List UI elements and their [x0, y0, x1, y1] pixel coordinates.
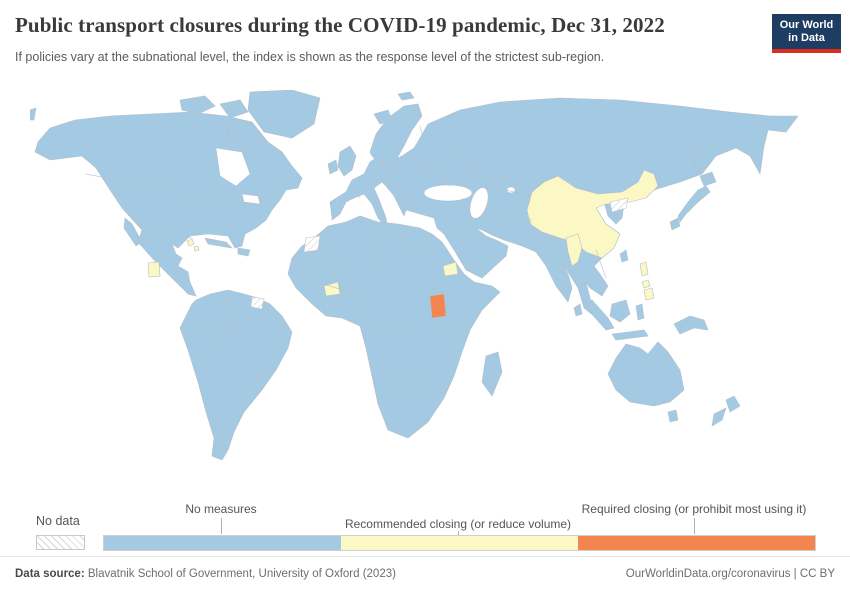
country-western-sahara[interactable]	[303, 235, 321, 253]
legend-label-no-measures: No measures	[185, 502, 257, 516]
country-ireland[interactable]	[327, 159, 339, 175]
arctic-island[interactable]	[179, 95, 216, 115]
country-suriname[interactable]	[250, 296, 265, 310]
legend-no-data-label: No data	[36, 514, 80, 528]
country-south-america[interactable]	[179, 289, 293, 461]
country-sulawesi[interactable]	[635, 303, 645, 321]
country-myanmar[interactable]	[565, 233, 583, 267]
country-philippines-luzon[interactable]	[639, 261, 649, 277]
country-new-guinea[interactable]	[673, 315, 709, 335]
legend-label-recommended: Recommended closing (or reduce volume)	[344, 517, 572, 531]
country-hispaniola[interactable]	[237, 247, 251, 257]
hudson-bay	[215, 147, 251, 187]
country-philippines-visayas[interactable]	[641, 279, 651, 289]
country-philippines-mindanao[interactable]	[643, 287, 655, 301]
owid-logo-line2: in Data	[788, 31, 825, 44]
data-source-text: Data source: Blavatnik School of Governm…	[15, 568, 396, 580]
country-sakhalin[interactable]	[693, 147, 703, 173]
footer: Data source: Blavatnik School of Governm…	[0, 556, 850, 601]
chukotka-sliver[interactable]	[29, 107, 37, 121]
legend-no-data-swatch[interactable]	[36, 535, 85, 550]
black-sea	[423, 184, 473, 202]
legend-swatch-required[interactable]	[578, 536, 815, 550]
country-japan-kyushu[interactable]	[669, 217, 681, 231]
baja-california[interactable]	[123, 217, 143, 247]
country-tasmania[interactable]	[667, 409, 679, 423]
owid-logo[interactable]: Our World in Data	[772, 14, 841, 53]
country-baffin-island[interactable]	[227, 121, 266, 147]
country-japan-honshu[interactable]	[677, 185, 711, 223]
page-title: Public transport closures during the COV…	[15, 13, 665, 37]
country-taiwan[interactable]	[619, 249, 629, 263]
legend-swatch-recommended[interactable]	[341, 536, 578, 550]
country-greenland[interactable]	[247, 89, 321, 139]
legend-tick	[458, 531, 459, 535]
legend-colorbar	[103, 535, 816, 551]
country-iceland[interactable]	[373, 109, 393, 125]
country-borders	[85, 125, 607, 455]
country-bahamas[interactable]	[193, 245, 200, 252]
legend-tick	[694, 518, 695, 534]
country-japan-hokkaido[interactable]	[699, 171, 717, 187]
svalbard[interactable]	[397, 91, 415, 101]
legend-label-required: Required closing (or prohibit most using…	[581, 502, 807, 516]
country-australia[interactable]	[607, 341, 685, 407]
country-new-zealand-south[interactable]	[711, 407, 727, 427]
country-eritrea[interactable]	[442, 261, 459, 277]
caspian-sea	[469, 187, 489, 219]
country-borneo[interactable]	[609, 299, 631, 323]
credit-link[interactable]: OurWorldinData.org/coronavirus | CC BY	[625, 568, 835, 580]
country-sumatra[interactable]	[585, 299, 615, 331]
country-uganda[interactable]	[429, 293, 447, 319]
country-new-zealand-north[interactable]	[725, 395, 741, 413]
country-java[interactable]	[611, 329, 649, 341]
owid-logo-line1: Our World	[779, 18, 834, 31]
country-madagascar[interactable]	[481, 351, 503, 397]
country-cuba[interactable]	[204, 237, 233, 249]
world-choropleth-map	[29, 89, 830, 495]
country-north-korea[interactable]	[609, 197, 629, 213]
great-lakes	[241, 193, 261, 205]
country-bahamas[interactable]	[186, 238, 195, 247]
data-source-label: Data source:	[15, 568, 85, 580]
country-guatemala[interactable]	[147, 261, 161, 278]
legend-tick	[221, 518, 222, 534]
arctic-island[interactable]	[219, 99, 249, 119]
country-sri-lanka[interactable]	[573, 303, 583, 317]
page-subtitle: If policies vary at the subnational leve…	[15, 50, 605, 64]
country-united-kingdom[interactable]	[337, 145, 357, 177]
legend-swatch-no-measures[interactable]	[104, 536, 341, 550]
